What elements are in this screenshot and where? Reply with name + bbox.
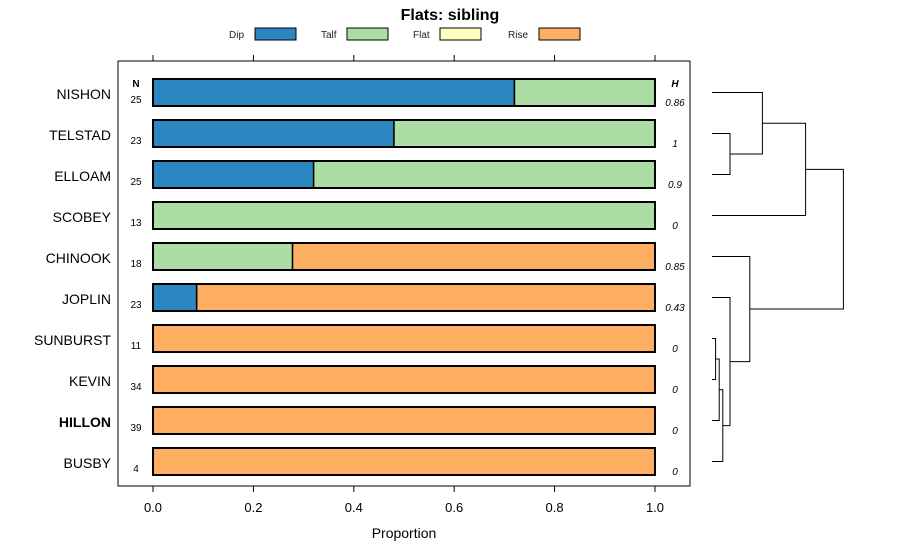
h-value: 0 (672, 385, 678, 396)
dendrogram-branch (712, 133, 731, 175)
category-label: CHINOOK (46, 250, 112, 266)
bar-outline (152, 406, 656, 435)
n-column: 25 23 25 13 18 23 11 34 39 4 (130, 95, 142, 475)
n-value: 11 (131, 341, 142, 352)
bar-outline (152, 365, 656, 394)
bar-outline (152, 242, 656, 271)
dendrogram-branch (712, 338, 717, 380)
plot-frame (117, 60, 691, 487)
bar-segment (312, 160, 656, 189)
bar-segment (152, 283, 198, 312)
n-column-header: N (132, 79, 139, 90)
category-label: SUNBURST (34, 332, 111, 348)
legend-swatch (346, 27, 389, 41)
bar-segment (152, 365, 656, 394)
h-value: 0.43 (665, 303, 685, 314)
dendrogram-branch (749, 168, 844, 310)
bar-segment (152, 201, 656, 230)
n-value: 4 (133, 464, 139, 475)
dendrogram-branch (712, 389, 724, 462)
category-label: NISHON (57, 86, 111, 102)
x-axis-label: Proportion (372, 525, 437, 541)
legend: Dip Talf Flat Rise (229, 27, 581, 41)
category-label: BUSBY (64, 455, 112, 471)
x-tick-label: 0.6 (445, 500, 463, 515)
h-value: 0 (672, 344, 678, 355)
category-labels: NISHON TELSTAD ELLOAM SCOBEY CHINOOK JOPLIN SU… (34, 86, 112, 471)
bar-segment (152, 447, 656, 476)
bar-segment (152, 78, 516, 107)
bar-segment (291, 242, 656, 271)
dendrogram-branch (712, 122, 807, 216)
n-value: 25 (130, 95, 142, 106)
legend-label: Rise (508, 30, 528, 41)
h-value: 1 (672, 139, 678, 150)
h-value: 0.85 (665, 262, 685, 273)
legend-label: Dip (229, 30, 244, 41)
dendrogram-branch (712, 256, 751, 363)
bar-segment (152, 242, 294, 271)
bar-segment (152, 324, 656, 353)
dendrogram-branch (712, 297, 731, 427)
x-tick-label: 0.2 (244, 500, 262, 515)
n-value: 23 (130, 136, 142, 147)
bar-outline (152, 78, 656, 107)
h-value: 0 (672, 221, 678, 232)
n-value: 18 (130, 259, 142, 270)
h-column-header: H (671, 79, 679, 90)
category-label: JOPLIN (62, 291, 111, 307)
bar-outline (152, 447, 656, 476)
bar-segment (152, 119, 395, 148)
bar-outline (152, 119, 656, 148)
legend-label: Flat (413, 30, 430, 41)
category-label: HILLON (59, 414, 111, 430)
bar-segment (152, 406, 656, 435)
n-value: 39 (130, 423, 142, 434)
legend-swatch (439, 27, 482, 41)
category-label: ELLOAM (54, 168, 111, 184)
h-value: 0 (672, 467, 678, 478)
category-label: KEVIN (69, 373, 111, 389)
n-value: 25 (130, 177, 142, 188)
bar-outline (152, 324, 656, 353)
h-column: 0.86 1 0.9 0 0.85 0.43 0 0 0 0 (665, 98, 685, 478)
top-axis-ticks (152, 55, 656, 61)
x-tick-label: 0.8 (546, 500, 564, 515)
legend-label: Talf (321, 30, 337, 41)
x-tick-label: 0.4 (345, 500, 363, 515)
x-tick-label: 1.0 (646, 500, 664, 515)
n-value: 13 (130, 218, 142, 229)
x-axis: 0.0 0.2 0.4 0.6 0.8 1.0 (144, 486, 664, 515)
x-tick-label: 0.0 (144, 500, 162, 515)
n-value: 34 (130, 382, 142, 393)
bar-outline (152, 201, 656, 230)
category-label: SCOBEY (53, 209, 112, 225)
bar-segment (513, 78, 656, 107)
category-label: TELSTAD (49, 127, 111, 143)
bar-segment (393, 119, 656, 148)
bar-segment (152, 160, 315, 189)
h-value: 0 (672, 426, 678, 437)
dendrogram-branch (712, 92, 763, 155)
bar-outline (152, 283, 656, 312)
chart-title: Flats: sibling (401, 7, 500, 24)
bar-segment (195, 283, 656, 312)
legend-swatch (538, 27, 581, 41)
bars (152, 78, 656, 476)
legend-swatch (254, 27, 297, 41)
n-value: 23 (130, 300, 142, 311)
h-value: 0.9 (668, 180, 682, 191)
dendrogram (712, 92, 844, 462)
bar-outline (152, 160, 656, 189)
h-value: 0.86 (665, 98, 685, 109)
